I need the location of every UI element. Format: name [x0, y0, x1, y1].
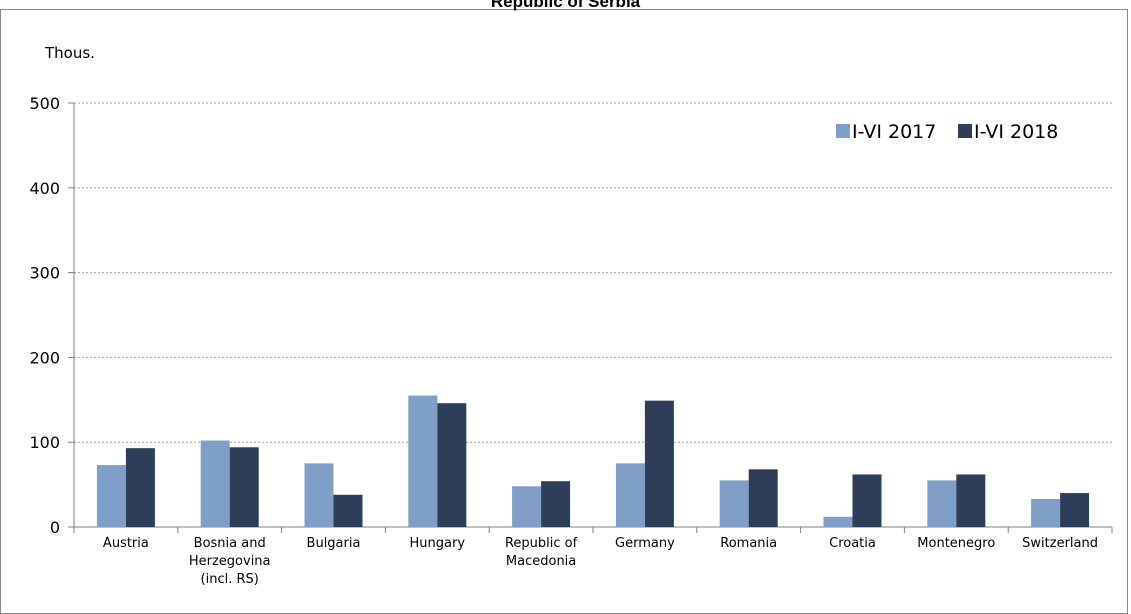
x-category-label: Austria — [103, 536, 149, 551]
bar-2017 — [304, 463, 334, 527]
y-tick-label: 100 — [29, 433, 60, 452]
legend-label: I-VI 2017 — [852, 121, 936, 143]
x-category-label: Bulgaria — [307, 536, 361, 551]
bar-2018 — [333, 494, 363, 527]
legend-swatch-2018 — [958, 124, 972, 138]
bar-2017 — [200, 440, 230, 527]
bar-2017 — [96, 465, 126, 527]
x-category-label: Switzerland — [1022, 536, 1098, 551]
bar-2017 — [615, 463, 645, 527]
y-axis-unit-label: Thous. — [44, 44, 95, 62]
bar-2017 — [512, 486, 542, 527]
y-tick-label: 400 — [29, 179, 60, 198]
x-category-label: Herzegovina — [189, 554, 271, 569]
bar-2018 — [125, 448, 155, 527]
x-category-label: Hungary — [410, 536, 466, 551]
y-tick-label: 200 — [29, 348, 60, 367]
bar-2018 — [956, 474, 986, 527]
legend-swatch-2017 — [836, 124, 850, 138]
bar-2018 — [229, 447, 259, 527]
bar-2018 — [644, 400, 674, 527]
bar-2018 — [852, 474, 882, 527]
y-tick-label: 0 — [50, 518, 60, 537]
bar-2017 — [823, 516, 853, 527]
x-category-label: Germany — [615, 536, 675, 551]
legend-label: I-VI 2018 — [974, 121, 1058, 143]
y-tick-label: 500 — [29, 94, 60, 113]
x-category-label: Croatia — [829, 536, 876, 551]
y-tick-label: 300 — [29, 264, 60, 283]
bar-2017 — [719, 480, 749, 527]
x-category-label: Republic of — [505, 536, 578, 551]
x-category-label: (incl. RS) — [201, 572, 259, 587]
bar-2018 — [748, 469, 778, 527]
x-category-label: Bosnia and — [194, 536, 266, 551]
bar-2018 — [541, 481, 571, 527]
bar-2017 — [408, 395, 438, 527]
bar-2017 — [927, 480, 957, 527]
chart-title: Republic of Serbia — [490, 0, 641, 11]
bar-2018 — [1060, 493, 1090, 527]
x-category-label: Montenegro — [917, 536, 995, 551]
bar-2018 — [437, 403, 467, 527]
x-category-label: Romania — [720, 536, 777, 551]
x-category-label: Macedonia — [506, 554, 576, 569]
bar-2017 — [1031, 499, 1061, 527]
